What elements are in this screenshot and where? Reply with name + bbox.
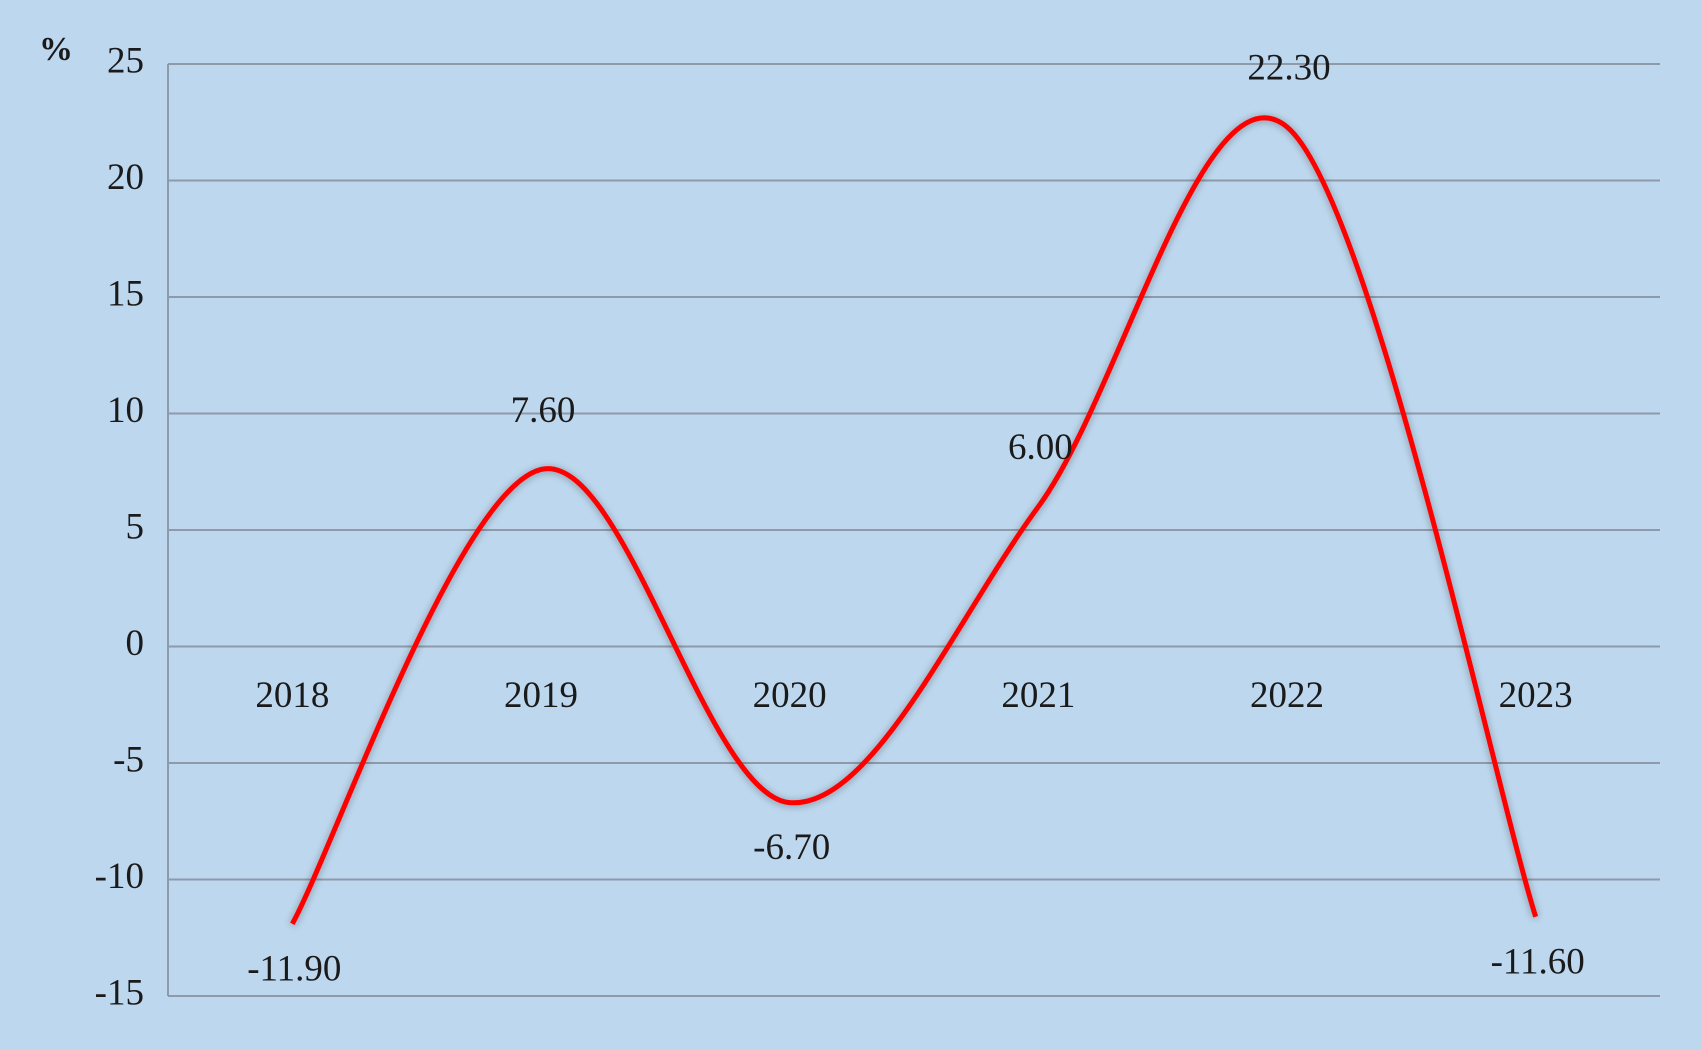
data-label: 7.60: [511, 390, 576, 431]
data-label: 22.30: [1247, 47, 1330, 88]
data-label: -11.90: [247, 948, 341, 989]
x-tick-label: 2020: [753, 675, 827, 716]
x-tick-label: 2021: [1001, 675, 1075, 716]
line: [290, 115, 1539, 925]
y-tick-label: 10: [107, 390, 144, 431]
y-axis-label: %: [39, 31, 73, 68]
x-tick-label: 2019: [504, 675, 578, 716]
x-tick-label: 2018: [255, 675, 329, 716]
data-label: 6.00: [1008, 427, 1073, 468]
data-label: -6.70: [753, 827, 830, 868]
data-label: -11.60: [1491, 941, 1585, 982]
y-tick-label: -5: [113, 739, 144, 780]
y-tick-label: 20: [107, 157, 144, 198]
y-tick-label: 0: [126, 623, 145, 664]
y-tick-label: -10: [95, 856, 144, 897]
x-tick-label: 2022: [1250, 675, 1324, 716]
y-tick-label: 25: [107, 40, 144, 81]
y-tick-label: 15: [107, 273, 144, 314]
x-tick-label: 2023: [1499, 675, 1573, 716]
y-tick-label: -15: [95, 972, 144, 1013]
y-tick-label: 5: [126, 506, 145, 547]
